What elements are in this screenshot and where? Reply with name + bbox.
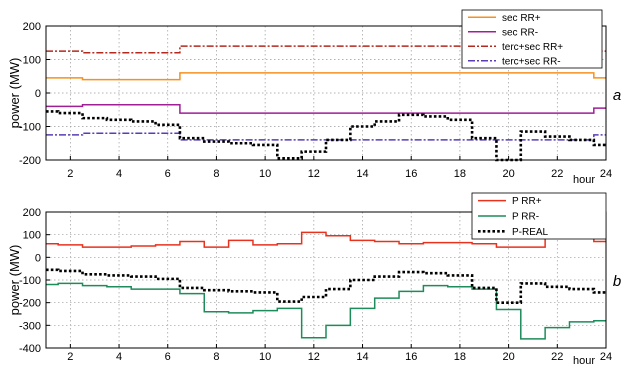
- legend-label: sec RR+: [502, 13, 541, 24]
- x-tick-label: 8: [213, 168, 219, 180]
- series-p-rr-: [46, 215, 606, 248]
- x-tick-label: 20: [502, 351, 514, 363]
- x-tick-label: 22: [551, 168, 563, 180]
- panel-letter: a: [613, 87, 621, 104]
- y-tick-label: 0: [35, 88, 41, 100]
- x-tick-label: 20: [502, 168, 514, 180]
- x-tick-label: 24: [600, 351, 612, 363]
- legend-label: sec RR-: [502, 27, 538, 38]
- y-tick-label: -100: [19, 275, 41, 287]
- y-tick-label: -300: [19, 320, 41, 332]
- y-tick-label: 100: [23, 230, 41, 242]
- x-tick-label: 10: [259, 168, 271, 180]
- legend-label: P RR+: [512, 196, 542, 207]
- legend-label: P-REAL: [512, 227, 549, 238]
- x-axis-label: hour: [573, 355, 595, 367]
- x-tick-label: 4: [116, 168, 122, 180]
- x-tick-label: 16: [405, 351, 417, 363]
- x-tick-label: 16: [405, 168, 417, 180]
- series-sec-rr-: [46, 72, 606, 81]
- x-tick-label: 10: [259, 351, 271, 363]
- y-tick-label: -400: [19, 343, 41, 355]
- x-tick-label: 6: [165, 168, 171, 180]
- x-tick-label: 12: [308, 351, 320, 363]
- y-axis-label: power (MW): [7, 245, 22, 316]
- panel-b: 2 4 6 8 10 12 14 16 18 20 22 24-400-300-200-1000100…: [7, 192, 621, 367]
- series-p-rr-: [46, 282, 606, 340]
- y-tick-label: 0: [35, 252, 41, 264]
- x-axis-label: hour: [573, 174, 595, 186]
- y-axis-label: power (MW): [7, 58, 22, 129]
- x-tick-label: 14: [356, 168, 368, 180]
- x-tick-label: 18: [454, 168, 466, 180]
- series-p-real: [46, 268, 606, 304]
- y-tick-label: -200: [19, 155, 41, 167]
- x-tick-label: 24: [600, 168, 612, 180]
- legend: P RR+ P RR- P-REAL: [471, 192, 607, 240]
- series-actual: [46, 110, 606, 162]
- x-tick-label: 2: [67, 168, 73, 180]
- legend-label: terc+sec RR+: [502, 42, 563, 53]
- legend-box: [461, 9, 603, 69]
- series-sec-rr-: [46, 103, 606, 114]
- x-tick-label: 18: [454, 351, 466, 363]
- x-tick-label: 22: [551, 351, 563, 363]
- panel-a: 2 4 6 8 10 12 14 16 18 20 22 24-200-1000100200power…: [7, 9, 621, 186]
- x-tick-label: 14: [356, 351, 368, 363]
- x-tick-label: 4: [116, 351, 122, 363]
- y-tick-label: -200: [19, 298, 41, 310]
- y-tick-label: 200: [23, 21, 41, 33]
- legend-label: terc+sec RR-: [502, 56, 561, 67]
- x-tick-label: 2: [67, 351, 73, 363]
- y-tick-label: -100: [19, 122, 41, 134]
- legend-label: P RR-: [512, 212, 539, 223]
- series-terc-sec-rr-: [46, 132, 606, 141]
- x-tick-label: 8: [213, 351, 219, 363]
- x-tick-label: 12: [308, 168, 320, 180]
- y-tick-label: 100: [23, 55, 41, 67]
- x-tick-label: 6: [165, 351, 171, 363]
- y-tick-label: 200: [23, 207, 41, 219]
- legend: sec RR+ sec RR-terc+sec RR+ terc+sec RR-: [461, 9, 603, 69]
- panel-letter: b: [613, 273, 621, 290]
